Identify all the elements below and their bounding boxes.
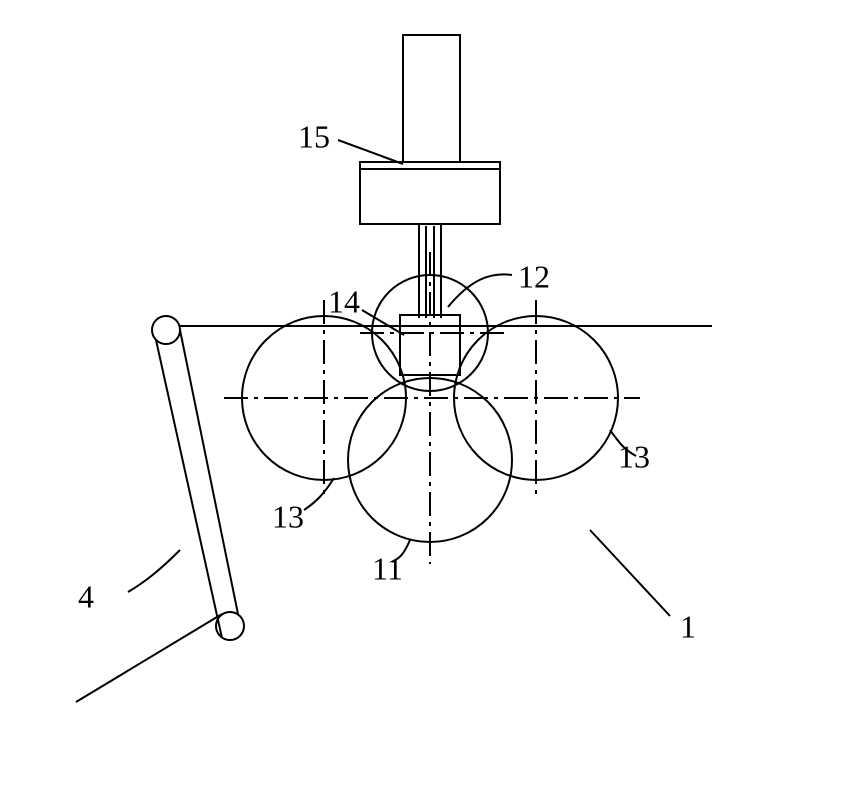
pulley-upper: [152, 316, 180, 344]
label-15: 15: [298, 118, 330, 154]
belt-feed-line: [76, 614, 222, 702]
leader-4: [128, 550, 180, 592]
label-1: 1: [680, 608, 696, 644]
diagram-canvas: 15121413131114: [0, 0, 852, 799]
label-14: 14: [328, 283, 360, 319]
label-13a: 13: [618, 438, 650, 474]
motor-post: [403, 35, 460, 162]
belt-run-inner: [180, 330, 238, 614]
label-11: 11: [372, 550, 403, 586]
leader-1: [590, 530, 670, 616]
leader-15: [338, 140, 403, 164]
leader-13b: [304, 478, 334, 510]
label-4: 4: [78, 578, 94, 614]
label-12: 12: [518, 258, 550, 294]
disk-15-body: [360, 162, 500, 224]
label-13b: 13: [272, 498, 304, 534]
leader-14: [362, 310, 404, 335]
